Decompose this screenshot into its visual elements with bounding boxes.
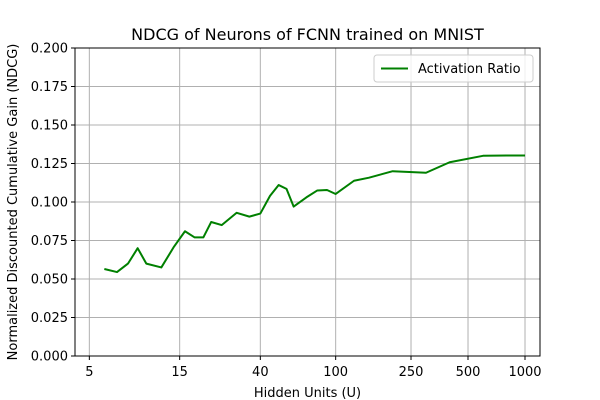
x-tick-label: 250 (399, 365, 424, 380)
y-tick-label: 0.000 (31, 350, 68, 365)
series-layer (104, 154, 526, 274)
legend: Activation Ratio (373, 54, 534, 83)
x-tick-label: 5 (85, 365, 93, 380)
y-tick-label: 0.200 (31, 42, 68, 57)
chart-title: NDCG of Neurons of FCNN trained on MNIST (131, 25, 484, 44)
axis-ticks: 5 15 40 100 250 500 1000 0.000 0.025 0.050 0.075 0.… (31, 42, 542, 381)
legend-box (373, 54, 534, 83)
x-tick-label: 500 (456, 365, 481, 380)
y-tick-label: 0.125 (31, 157, 68, 172)
x-tick-label: 1000 (508, 365, 541, 380)
y-tick-label: 0.050 (31, 273, 68, 288)
y-tick-label: 0.075 (31, 234, 68, 249)
legend-label-activation-ratio: Activation Ratio (418, 62, 521, 77)
x-tick-label: 100 (323, 365, 348, 380)
y-tick-label: 0.100 (31, 196, 68, 211)
x-tick-label: 40 (252, 365, 269, 380)
y-tick-label: 0.150 (31, 119, 68, 134)
x-axis-title: Hidden Units (U) (254, 386, 361, 400)
y-axis-title: Normalized Discounted Cumulative Gain (N… (6, 44, 21, 361)
y-tick-label: 0.175 (31, 80, 68, 95)
y-tick-label: 0.025 (31, 311, 68, 326)
x-tick-label: 15 (171, 365, 188, 380)
